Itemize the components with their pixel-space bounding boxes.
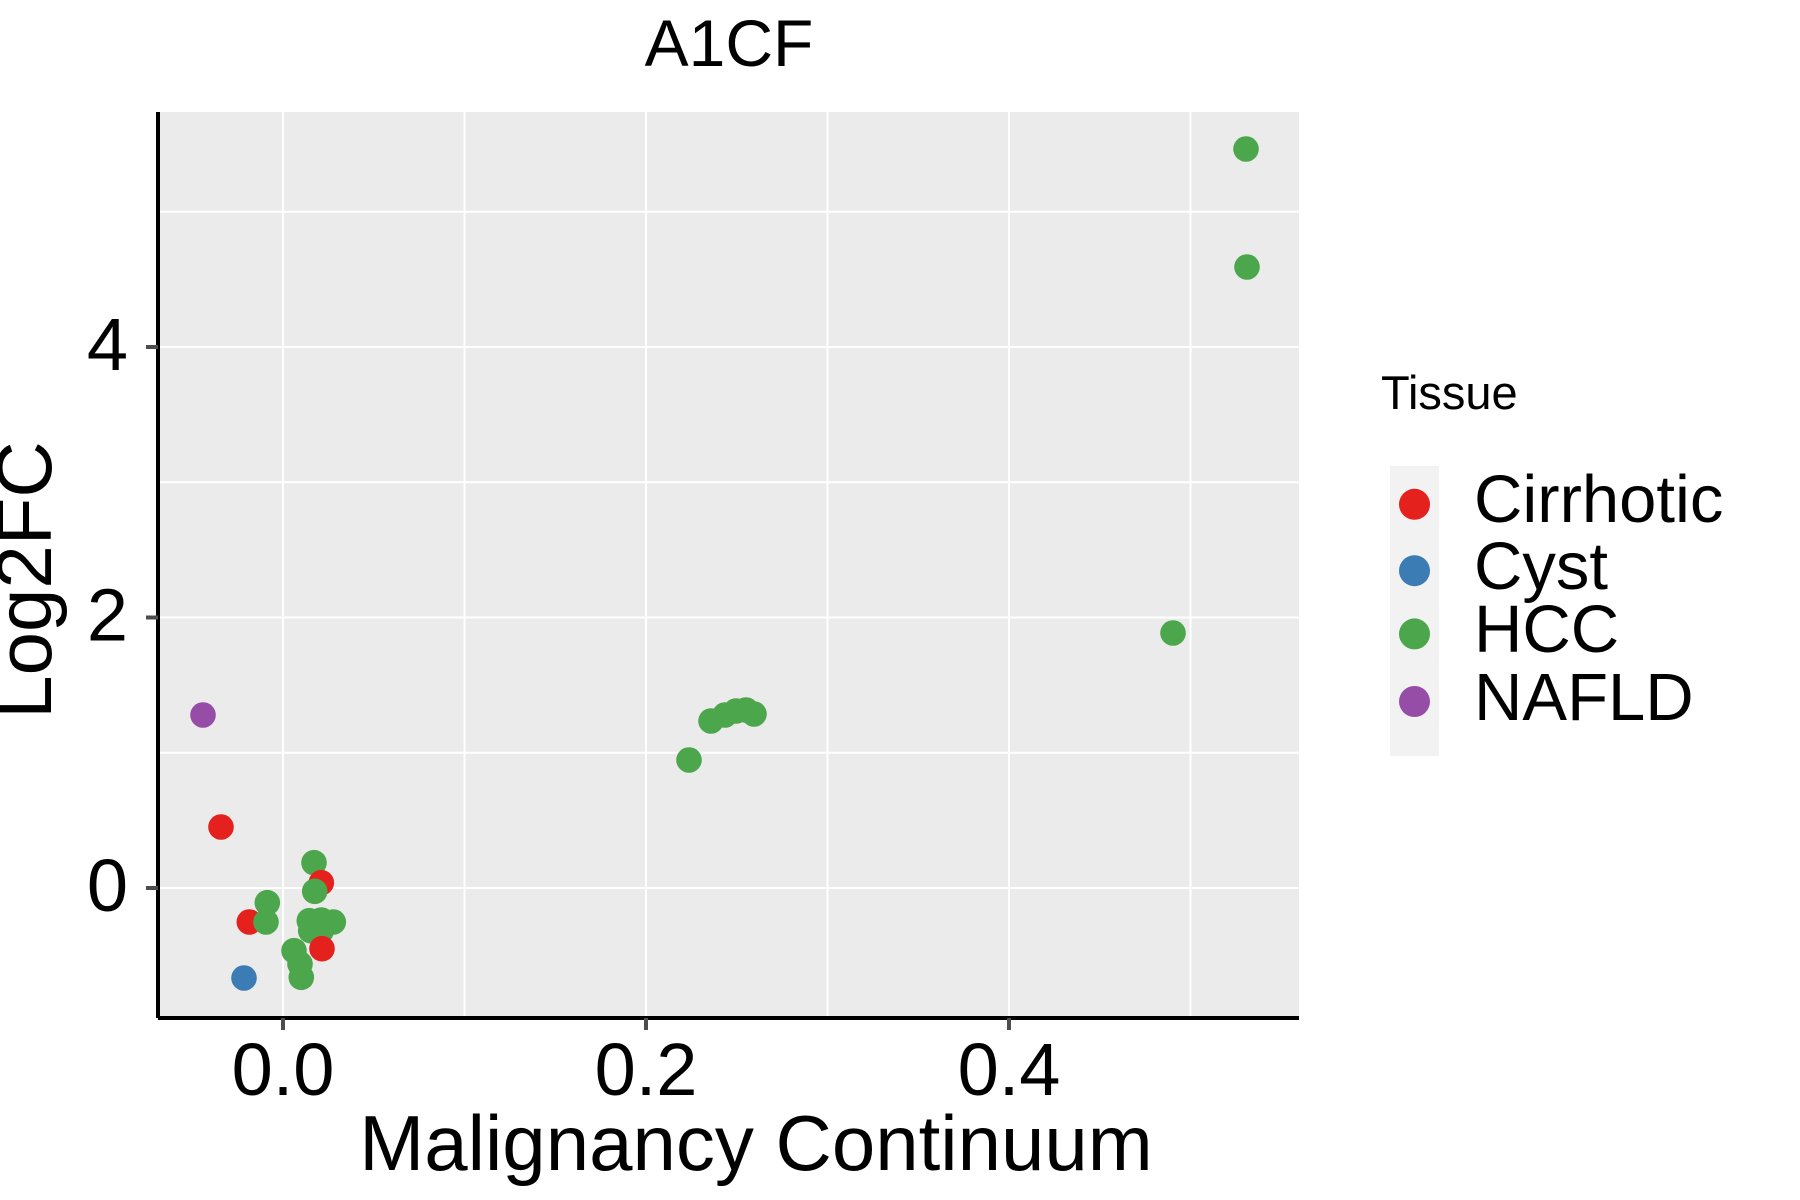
svg-text:Cirrhotic: Cirrhotic — [1474, 462, 1723, 537]
svg-text:A1CF: A1CF — [645, 6, 814, 80]
svg-text:HCC: HCC — [1474, 592, 1619, 667]
svg-text:NAFLD: NAFLD — [1474, 660, 1694, 735]
svg-text:2: 2 — [87, 574, 128, 657]
svg-text:4: 4 — [87, 303, 128, 386]
svg-text:0.0: 0.0 — [232, 1028, 335, 1111]
svg-text:Log2FC: Log2FC — [0, 441, 68, 719]
svg-text:0: 0 — [87, 844, 128, 927]
svg-text:Malignancy Continuum: Malignancy Continuum — [359, 1099, 1152, 1187]
svg-text:Tissue: Tissue — [1381, 366, 1518, 419]
